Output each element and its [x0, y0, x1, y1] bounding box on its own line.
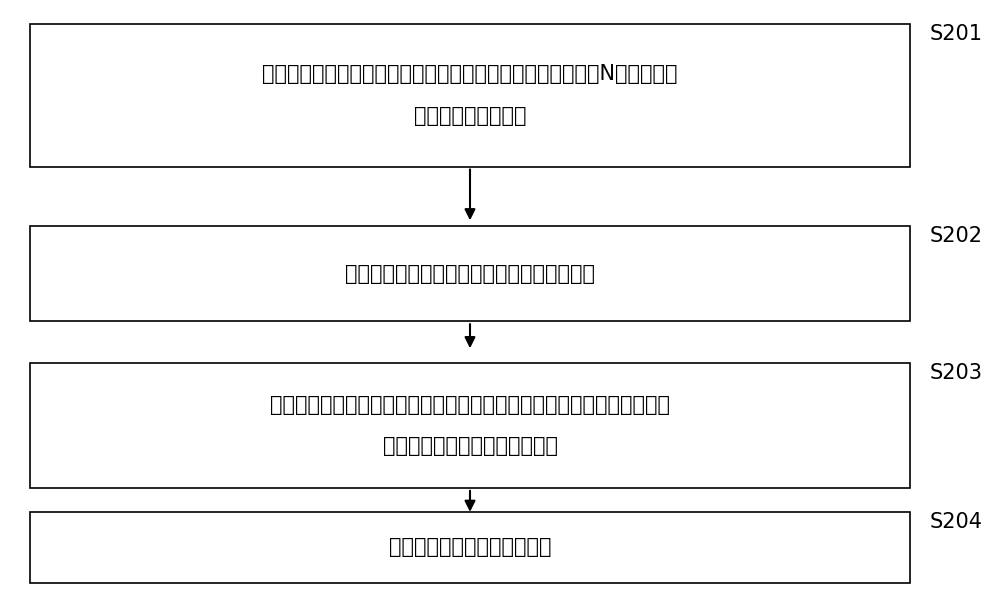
FancyBboxPatch shape — [30, 24, 910, 167]
Text: 利用反向对接方法，以及抗体与抗原相互作用的结合自由能函数的评估方: 利用反向对接方法，以及抗体与抗原相互作用的结合自由能函数的评估方 — [270, 394, 670, 415]
FancyBboxPatch shape — [30, 226, 910, 321]
Text: 法，筛选出优秀的组合突变抗体: 法，筛选出优秀的组合突变抗体 — [382, 436, 558, 456]
Text: 以用户指定的抗体抗原复合物结构为设计框架，选择抗体表面N个特定的设: 以用户指定的抗体抗原复合物结构为设计框架，选择抗体表面N个特定的设 — [262, 64, 678, 84]
Text: 自动生成一组抗体组合突变的三维结构数据库: 自动生成一组抗体组合突变的三维结构数据库 — [345, 264, 595, 284]
FancyBboxPatch shape — [30, 363, 910, 488]
FancyBboxPatch shape — [30, 512, 910, 583]
Text: S203: S203 — [930, 363, 983, 383]
Text: 计位点进行组合突变: 计位点进行组合突变 — [414, 106, 526, 126]
Text: S204: S204 — [930, 512, 983, 532]
Text: S202: S202 — [930, 226, 983, 246]
Text: 确定抗体组合突变的进化方向: 确定抗体组合突变的进化方向 — [389, 537, 551, 558]
Text: S201: S201 — [930, 24, 983, 44]
